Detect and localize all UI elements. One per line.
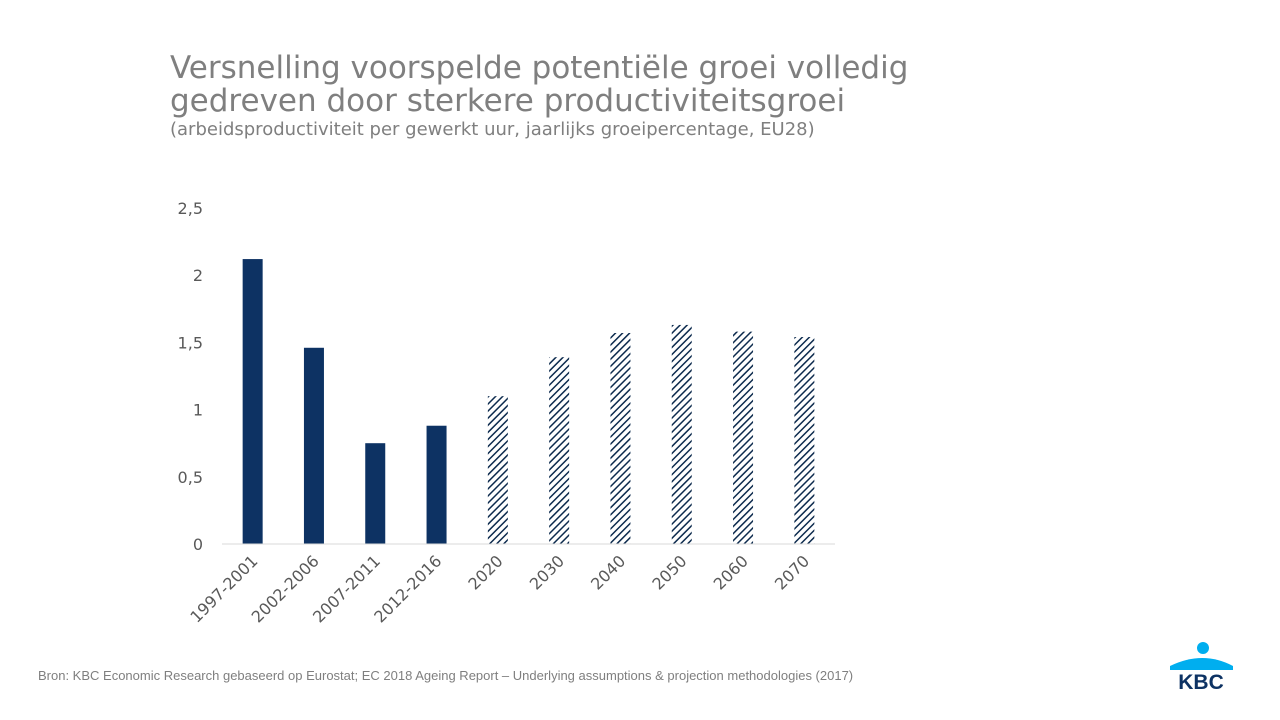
bar-2012-2016 bbox=[426, 425, 447, 544]
bar-2002-2006 bbox=[303, 347, 324, 544]
source-note: Bron: KBC Economic Research gebaseerd op… bbox=[38, 668, 854, 683]
x-tick-label: 2070 bbox=[771, 551, 813, 593]
x-tick-label: 2020 bbox=[464, 551, 506, 593]
bar-2007-2011 bbox=[365, 443, 386, 544]
chart-title: Versnelling voorspelde potentiële groei … bbox=[170, 52, 908, 118]
x-tick-label: 2050 bbox=[648, 551, 690, 593]
bar-2070 bbox=[794, 337, 815, 544]
kbc-logo-icon: KBC bbox=[1165, 640, 1237, 697]
chart-title-line-2: gedreven door sterkere productiviteitsgr… bbox=[170, 83, 846, 119]
logo-text: KBC bbox=[1178, 671, 1224, 692]
y-tick-label: 1,5 bbox=[178, 333, 203, 352]
y-tick-label: 0,5 bbox=[178, 468, 203, 487]
bar-2020 bbox=[487, 396, 508, 544]
y-axis: 0 0,5 1 1,5 2 2,5 bbox=[178, 199, 203, 554]
x-tick-label: 2030 bbox=[526, 551, 568, 593]
y-tick-label: 2 bbox=[193, 266, 203, 285]
y-tick-label: 0 bbox=[193, 535, 203, 554]
x-tick-label: 2040 bbox=[587, 551, 629, 593]
bar-2040 bbox=[610, 332, 631, 544]
bar-2050 bbox=[671, 324, 692, 544]
bar-2030 bbox=[549, 357, 570, 544]
y-tick-label: 2,5 bbox=[178, 199, 203, 218]
chart-subtitle: (arbeidsproductiviteit per gewerkt uur, … bbox=[170, 119, 815, 140]
bar-1997-2001 bbox=[242, 259, 263, 544]
y-tick-label: 1 bbox=[193, 401, 203, 420]
bars bbox=[242, 259, 815, 544]
bar-2060 bbox=[733, 331, 754, 544]
x-tick-label: 2060 bbox=[710, 551, 752, 593]
chart-title-line-1: Versnelling voorspelde potentiële groei … bbox=[170, 50, 909, 86]
